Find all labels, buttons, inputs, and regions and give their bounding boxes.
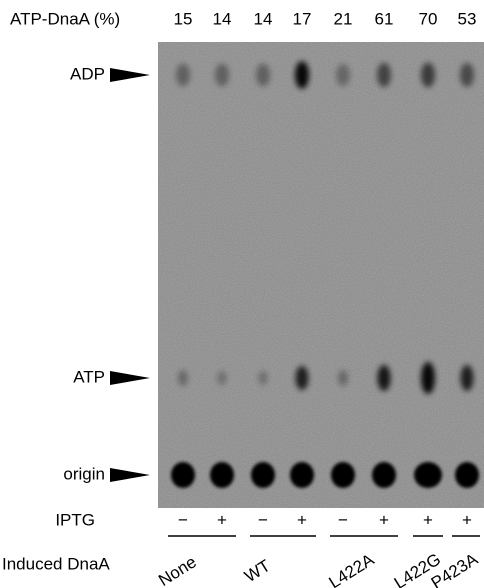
iptg-sign: − xyxy=(178,510,188,529)
iptg-sign: − xyxy=(258,510,268,529)
adp-spot xyxy=(176,63,190,87)
row-label: ATP xyxy=(73,367,105,386)
atp-spot xyxy=(338,370,348,386)
adp-spot xyxy=(256,63,270,87)
origin-spot xyxy=(290,462,314,488)
origin-spot xyxy=(210,462,234,488)
origin-spot xyxy=(455,462,479,488)
atp-spot xyxy=(258,371,268,385)
atp-dnaa-value: 15 xyxy=(174,9,193,28)
adp-spot xyxy=(295,61,309,89)
header-label: ATP-DnaA (%) xyxy=(10,9,120,28)
row-arrow xyxy=(110,468,150,482)
atp-dnaa-value: 53 xyxy=(458,9,477,28)
iptg-label: IPTG xyxy=(55,510,95,529)
origin-spot xyxy=(331,462,355,488)
atp-dnaa-value: 70 xyxy=(419,9,438,28)
origin-spot xyxy=(372,462,396,488)
dnaa-label: Induced DnaA xyxy=(2,554,110,573)
atp-spot xyxy=(217,371,227,385)
origin-spot xyxy=(171,462,195,488)
atp-dnaa-value: 14 xyxy=(213,9,232,28)
adp-spot xyxy=(336,63,350,87)
atp-dnaa-value: 61 xyxy=(375,9,394,28)
row-label: origin xyxy=(63,464,105,483)
group-label: L422A xyxy=(326,550,378,588)
atp-spot xyxy=(421,362,435,394)
adp-spot xyxy=(460,63,474,87)
iptg-sign: − xyxy=(338,510,348,529)
origin-spot xyxy=(251,462,275,488)
group-label: None xyxy=(155,552,200,588)
iptg-sign: + xyxy=(379,510,389,529)
atp-dnaa-value: 21 xyxy=(334,9,353,28)
atp-dnaa-value: 14 xyxy=(254,9,273,28)
atp-spot xyxy=(178,370,188,386)
group-label: WT xyxy=(241,556,273,586)
row-arrow xyxy=(110,68,150,82)
iptg-sign: + xyxy=(423,510,433,529)
origin-spot xyxy=(414,462,442,488)
atp-spot xyxy=(377,365,391,391)
iptg-sign: + xyxy=(297,510,307,529)
iptg-sign: + xyxy=(462,510,472,529)
iptg-sign: + xyxy=(217,510,227,529)
adp-spot xyxy=(377,62,391,88)
adp-spot xyxy=(421,62,435,88)
atp-spot xyxy=(460,365,474,391)
gel-grain xyxy=(158,42,484,508)
spots xyxy=(171,61,479,488)
atp-spot xyxy=(295,366,309,390)
row-arrow xyxy=(110,371,150,385)
atp-dnaa-value: 17 xyxy=(293,9,312,28)
adp-spot xyxy=(215,63,229,87)
row-label: ADP xyxy=(70,64,105,83)
